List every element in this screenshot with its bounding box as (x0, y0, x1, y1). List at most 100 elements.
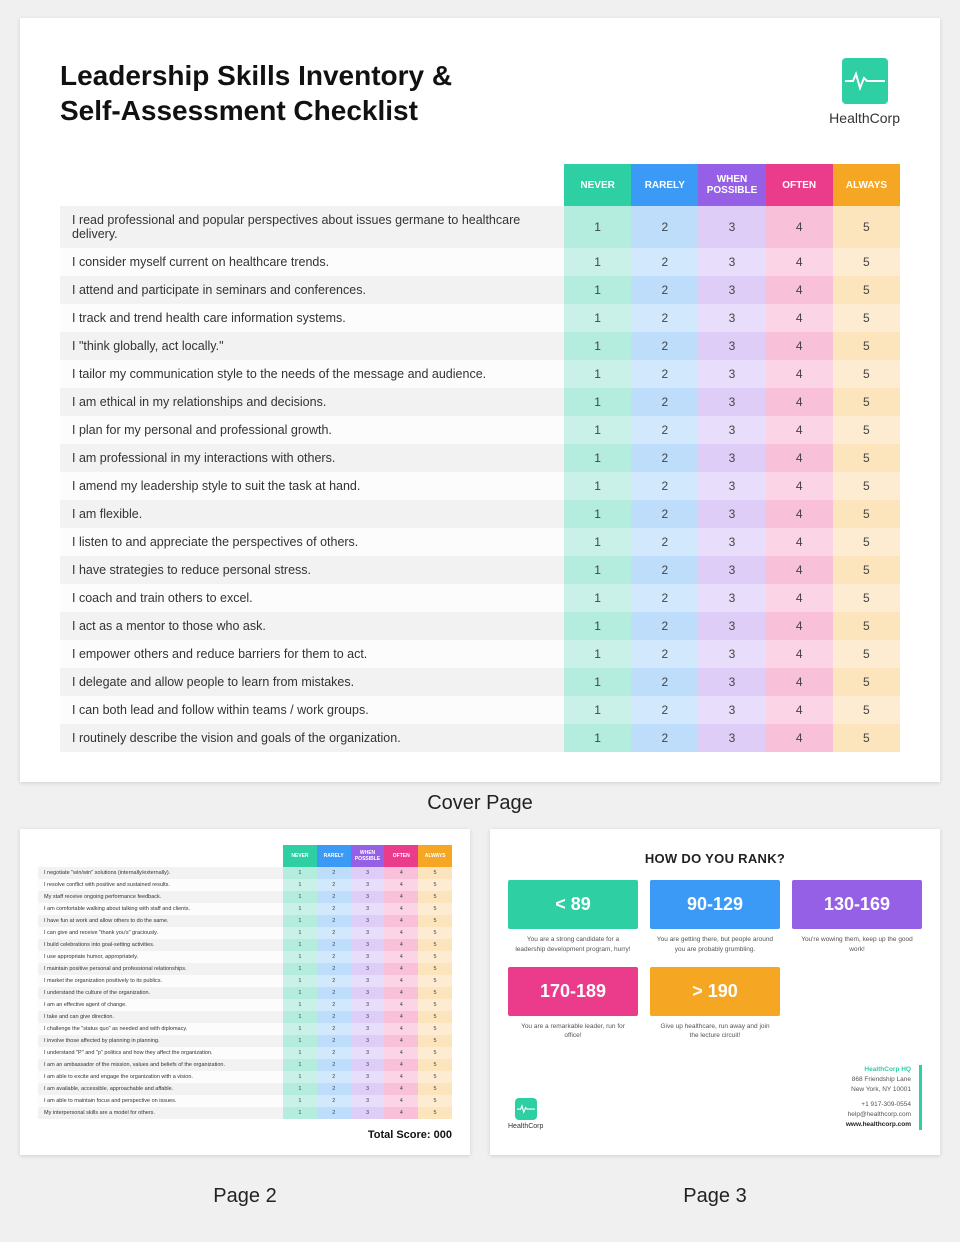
rating-cell[interactable]: 5 (418, 1035, 452, 1047)
rating-cell[interactable]: 1 (564, 500, 631, 528)
rating-cell[interactable]: 5 (418, 1059, 452, 1071)
rating-cell[interactable]: 2 (317, 1059, 351, 1071)
rating-cell[interactable]: 3 (698, 304, 765, 332)
rating-cell[interactable]: 2 (317, 867, 351, 879)
rating-cell[interactable]: 2 (317, 999, 351, 1011)
rating-cell[interactable]: 3 (351, 1083, 385, 1095)
rating-cell[interactable]: 1 (564, 556, 631, 584)
rating-cell[interactable]: 5 (418, 951, 452, 963)
rating-cell[interactable]: 4 (766, 360, 833, 388)
rating-cell[interactable]: 1 (283, 1035, 317, 1047)
rating-cell[interactable]: 2 (317, 963, 351, 975)
rating-cell[interactable]: 5 (418, 1083, 452, 1095)
rating-cell[interactable]: 5 (833, 696, 900, 724)
rating-cell[interactable]: 5 (833, 556, 900, 584)
rating-cell[interactable]: 4 (384, 1059, 418, 1071)
rating-cell[interactable]: 3 (698, 668, 765, 696)
rating-cell[interactable]: 4 (384, 1107, 418, 1119)
rating-cell[interactable]: 1 (283, 1095, 317, 1107)
rating-cell[interactable]: 1 (283, 1047, 317, 1059)
rating-cell[interactable]: 3 (351, 1035, 385, 1047)
rating-cell[interactable]: 1 (564, 696, 631, 724)
rating-cell[interactable]: 2 (317, 1107, 351, 1119)
rating-cell[interactable]: 3 (698, 416, 765, 444)
rating-cell[interactable]: 3 (351, 915, 385, 927)
rating-cell[interactable]: 4 (766, 304, 833, 332)
rating-cell[interactable]: 4 (766, 668, 833, 696)
rating-cell[interactable]: 5 (833, 668, 900, 696)
rating-cell[interactable]: 1 (564, 724, 631, 752)
rating-cell[interactable]: 5 (418, 1107, 452, 1119)
rating-cell[interactable]: 2 (317, 927, 351, 939)
rating-cell[interactable]: 2 (631, 668, 698, 696)
rating-cell[interactable]: 4 (766, 696, 833, 724)
rating-cell[interactable]: 1 (564, 388, 631, 416)
rating-cell[interactable]: 5 (833, 206, 900, 248)
rating-cell[interactable]: 5 (833, 416, 900, 444)
rating-cell[interactable]: 1 (564, 668, 631, 696)
rating-cell[interactable]: 2 (631, 206, 698, 248)
rating-cell[interactable]: 4 (384, 903, 418, 915)
rating-cell[interactable]: 3 (698, 612, 765, 640)
rating-cell[interactable]: 4 (766, 640, 833, 668)
rating-cell[interactable]: 2 (631, 276, 698, 304)
rating-cell[interactable]: 2 (631, 528, 698, 556)
rating-cell[interactable]: 1 (283, 999, 317, 1011)
rating-cell[interactable]: 5 (833, 640, 900, 668)
rating-cell[interactable]: 3 (351, 1071, 385, 1083)
rating-cell[interactable]: 2 (631, 584, 698, 612)
rating-cell[interactable]: 3 (351, 987, 385, 999)
rating-cell[interactable]: 3 (351, 1023, 385, 1035)
rating-cell[interactable]: 5 (418, 927, 452, 939)
rating-cell[interactable]: 3 (351, 951, 385, 963)
rating-cell[interactable]: 2 (317, 1083, 351, 1095)
rating-cell[interactable]: 1 (564, 472, 631, 500)
rating-cell[interactable]: 2 (317, 951, 351, 963)
rating-cell[interactable]: 3 (351, 1107, 385, 1119)
rating-cell[interactable]: 4 (384, 879, 418, 891)
rating-cell[interactable]: 3 (698, 276, 765, 304)
rating-cell[interactable]: 1 (564, 332, 631, 360)
rating-cell[interactable]: 5 (418, 1047, 452, 1059)
rating-cell[interactable]: 5 (833, 528, 900, 556)
rating-cell[interactable]: 4 (766, 276, 833, 304)
rating-cell[interactable]: 3 (351, 939, 385, 951)
rating-cell[interactable]: 5 (833, 360, 900, 388)
rating-cell[interactable]: 5 (833, 724, 900, 752)
rating-cell[interactable]: 4 (384, 1047, 418, 1059)
rating-cell[interactable]: 4 (766, 556, 833, 584)
rating-cell[interactable]: 4 (384, 927, 418, 939)
rating-cell[interactable]: 1 (564, 640, 631, 668)
rating-cell[interactable]: 3 (351, 867, 385, 879)
rating-cell[interactable]: 5 (418, 987, 452, 999)
rating-cell[interactable]: 4 (384, 987, 418, 999)
rating-cell[interactable]: 5 (833, 584, 900, 612)
rating-cell[interactable]: 1 (283, 879, 317, 891)
rating-cell[interactable]: 3 (351, 927, 385, 939)
rating-cell[interactable]: 1 (283, 975, 317, 987)
rating-cell[interactable]: 3 (698, 556, 765, 584)
rating-cell[interactable]: 4 (766, 332, 833, 360)
rating-cell[interactable]: 1 (564, 612, 631, 640)
rating-cell[interactable]: 1 (283, 1107, 317, 1119)
rating-cell[interactable]: 5 (833, 248, 900, 276)
rating-cell[interactable]: 4 (384, 1023, 418, 1035)
rating-cell[interactable]: 1 (283, 963, 317, 975)
rating-cell[interactable]: 1 (283, 939, 317, 951)
rating-cell[interactable]: 4 (766, 444, 833, 472)
rating-cell[interactable]: 1 (283, 1011, 317, 1023)
rating-cell[interactable]: 3 (698, 528, 765, 556)
rating-cell[interactable]: 5 (418, 1095, 452, 1107)
rating-cell[interactable]: 5 (833, 500, 900, 528)
rating-cell[interactable]: 2 (631, 696, 698, 724)
rating-cell[interactable]: 4 (384, 999, 418, 1011)
rating-cell[interactable]: 3 (351, 879, 385, 891)
rating-cell[interactable]: 3 (698, 248, 765, 276)
rating-cell[interactable]: 4 (766, 612, 833, 640)
rating-cell[interactable]: 3 (698, 388, 765, 416)
rating-cell[interactable]: 4 (766, 724, 833, 752)
rating-cell[interactable]: 2 (631, 444, 698, 472)
rating-cell[interactable]: 3 (351, 1047, 385, 1059)
rating-cell[interactable]: 4 (384, 975, 418, 987)
rating-cell[interactable]: 1 (283, 1071, 317, 1083)
